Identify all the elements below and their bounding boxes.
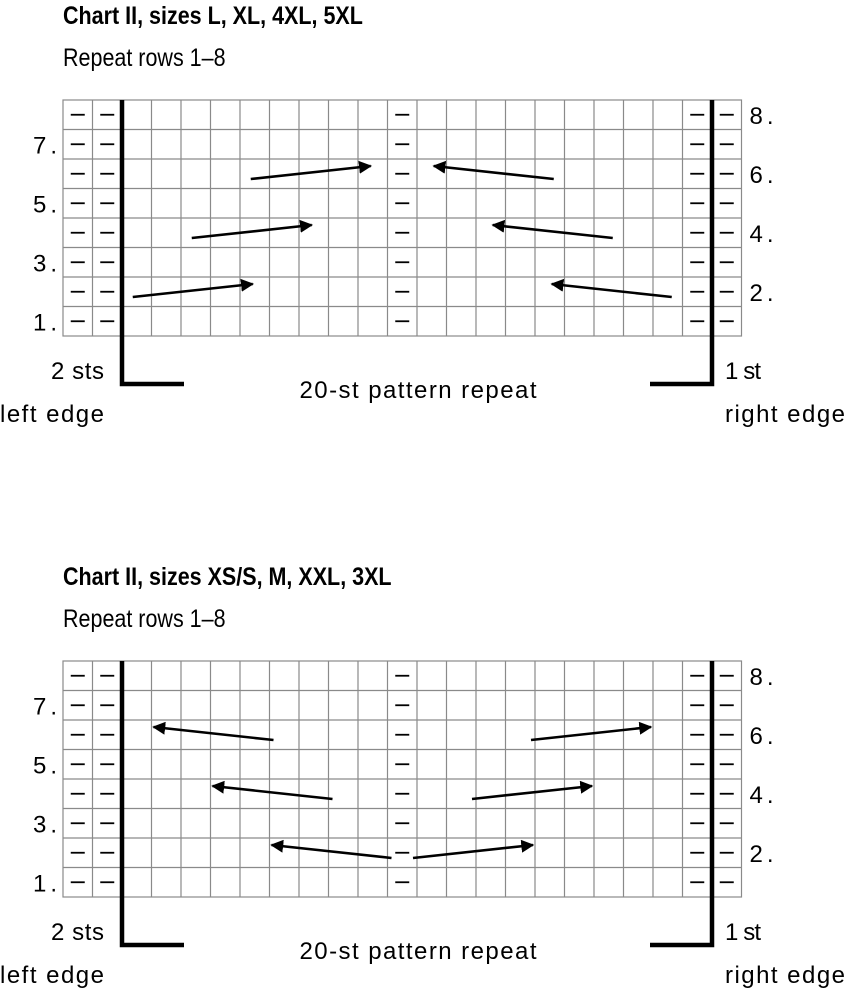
chart-2-title: Chart II, sizes XS/S, M, XXL, 3XL	[63, 563, 392, 591]
right-row-label: 6.	[750, 723, 774, 750]
left-row-label: 7.	[33, 693, 57, 720]
right-row-label: 8.	[750, 664, 774, 691]
left-row-label: 5.	[33, 752, 57, 779]
left-row-label: 3.	[33, 250, 57, 277]
right-repeat-bracket	[650, 100, 715, 387]
left-edge-label-line1: 2 sts	[51, 919, 104, 946]
cable-arrow	[191, 219, 314, 240]
cable-arrow	[530, 721, 653, 742]
cable-arrow	[152, 721, 274, 742]
right-edge-label-line1: 1 st	[725, 358, 761, 385]
left-edge-label-line1: 2 sts	[51, 358, 104, 385]
chart-2-subtitle: Repeat rows 1–8	[63, 605, 226, 633]
left-row-label: 3.	[33, 811, 57, 838]
left-repeat-bracket	[119, 100, 184, 387]
cable-arrow	[550, 278, 672, 299]
chart-1-title: Chart II, sizes L, XL, 4XL, 5XL	[63, 2, 363, 30]
right-row-label: 6.	[750, 162, 774, 189]
left-row-label: 7.	[33, 132, 57, 159]
chart-1-subtitle: Repeat rows 1–8	[63, 44, 226, 72]
left-row-label: 5.	[33, 191, 57, 218]
cable-arrow	[412, 839, 535, 860]
cable-arrow	[132, 278, 255, 299]
left-edge-label-line2: left edge	[0, 401, 104, 428]
right-edge-label-line2: right edge	[725, 401, 845, 428]
right-repeat-bracket	[650, 661, 715, 948]
cable-arrow	[471, 780, 594, 801]
cable-arrow	[211, 780, 333, 801]
right-row-label: 8.	[750, 103, 774, 130]
cable-arrow	[491, 219, 613, 240]
right-edge-label-line1: 1 st	[725, 919, 761, 946]
right-row-label: 4.	[750, 221, 774, 248]
left-repeat-bracket	[119, 661, 184, 948]
left-row-label: 1.	[33, 870, 57, 897]
cable-arrow	[432, 160, 554, 181]
chart-1-diagram: 7. 5. 3. 1. 8. 6. 4. 2. 2 sts left edge 20-st patt…	[0, 99, 845, 428]
right-row-label: 2.	[750, 280, 774, 307]
pattern-repeat-label: 20-st pattern repeat	[300, 938, 537, 965]
left-row-label: 1.	[33, 309, 57, 336]
cable-arrow	[270, 839, 392, 860]
right-row-label: 4.	[750, 782, 774, 809]
right-row-label: 2.	[750, 841, 774, 868]
cable-arrow	[250, 160, 373, 181]
pattern-repeat-label: 20-st pattern repeat	[300, 377, 537, 404]
